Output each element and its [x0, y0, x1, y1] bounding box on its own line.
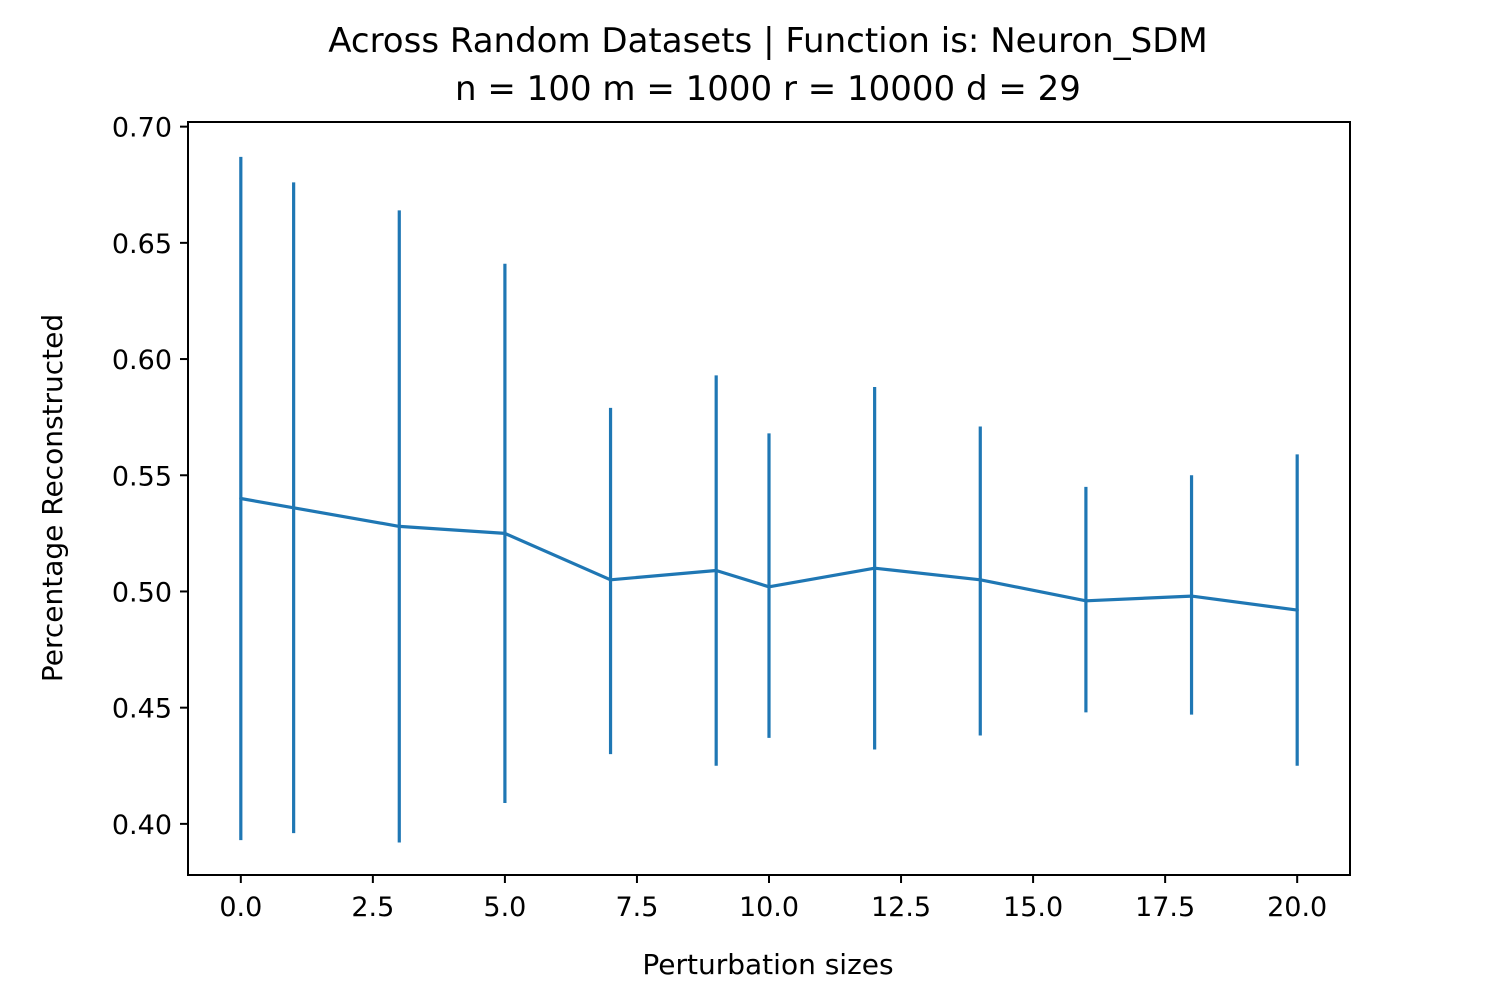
y-tick-label: 0.55 [112, 461, 172, 492]
y-axis-label: Percentage Reconstructed [36, 314, 69, 682]
data-point [397, 524, 401, 528]
y-tick-label: 0.60 [112, 345, 172, 376]
y-tick-label: 0.65 [112, 229, 172, 260]
x-tick-label: 7.5 [615, 892, 658, 923]
data-point [978, 578, 982, 582]
data-point [873, 566, 877, 570]
mean-line [240, 496, 1298, 612]
x-tick-label: 0.0 [219, 892, 262, 923]
x-tick-label: 12.5 [871, 892, 931, 923]
y-tick-label: 0.40 [112, 810, 172, 841]
chart-subtitle: n = 100 m = 1000 r = 10000 d = 29 [455, 69, 1081, 109]
y-tick-label: 0.45 [112, 694, 172, 725]
data-point [1084, 599, 1088, 603]
data-point [1295, 608, 1299, 612]
y-tick-label: 0.50 [112, 577, 172, 608]
x-tick-label: 20.0 [1267, 892, 1327, 923]
x-tick-label: 5.0 [483, 892, 526, 923]
data-point [503, 531, 507, 535]
data-point [1189, 594, 1194, 598]
chart-title: Across Random Datasets | Function is: Ne… [328, 21, 1208, 61]
x-axis-label: Perturbation sizes [642, 948, 893, 981]
x-tick-label: 2.5 [351, 892, 394, 923]
plot-area: 0.0 2.5 5.0 7.5 10.0 12.5 15.0 17.5 20.0 0.40 0.45… [112, 113, 1351, 923]
data-point [292, 506, 296, 510]
y-tick-label: 0.70 [112, 113, 172, 144]
x-tick-label: 15.0 [1003, 892, 1063, 923]
data-point [714, 568, 718, 573]
data-point [239, 496, 243, 501]
data-point [767, 585, 771, 589]
x-tick-label: 17.5 [1135, 892, 1195, 923]
data-point [608, 578, 613, 582]
x-tick-label: 10.0 [739, 892, 799, 923]
